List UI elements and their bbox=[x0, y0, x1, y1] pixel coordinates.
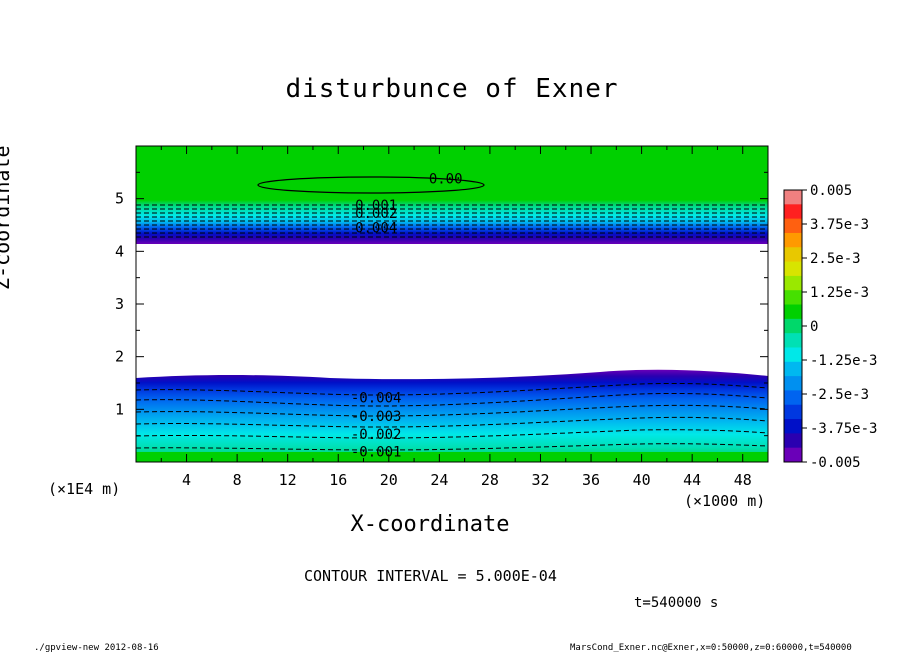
contour-line bbox=[136, 382, 768, 396]
x-tick-label: 40 bbox=[633, 471, 651, 489]
footer-right-text: MarsCond_Exner.nc@Exner,x=0:50000,z=0:60… bbox=[570, 643, 852, 653]
colorbar-swatch bbox=[784, 275, 802, 291]
footer-left-text: ./gpview-new 2012-08-16 bbox=[34, 643, 159, 653]
x-unit-label: (×1000 m) bbox=[684, 492, 765, 510]
colorbar-swatch bbox=[784, 261, 802, 277]
colorbar-tick-label: -2.5e-3 bbox=[810, 387, 869, 403]
y-tick-label: 4 bbox=[115, 242, 124, 260]
y-tick-label: 1 bbox=[115, 400, 124, 418]
colorbar-swatch bbox=[784, 361, 802, 377]
contour-lines bbox=[136, 204, 768, 451]
contour-label: 0.004 bbox=[355, 221, 397, 237]
x-tick-label: 16 bbox=[329, 471, 347, 489]
colorbar-swatch bbox=[784, 204, 802, 220]
colorbar-tick-label: -0.005 bbox=[810, 455, 861, 471]
y-unit-label: (×1E4 m) bbox=[48, 480, 120, 498]
time-label: t=540000 s bbox=[634, 595, 719, 611]
colorbar-swatch bbox=[784, 433, 802, 449]
colorbar-tick-label: 0.005 bbox=[810, 183, 852, 199]
upper-green-band bbox=[136, 146, 768, 202]
colorbar-swatch bbox=[784, 447, 802, 463]
chart-title: disturbunce of Exner bbox=[285, 74, 619, 104]
x-tick-label: 8 bbox=[233, 471, 242, 489]
y-axis-title-text: Z-coordinate bbox=[0, 145, 14, 291]
x-tick-label: 12 bbox=[279, 471, 297, 489]
colorbar: 0.005 3.75e-3 2.5e-3 1.25e-3 0 -1.25e-3 -2.5e-… bbox=[783, 183, 877, 471]
lower-gradient-band bbox=[136, 369, 768, 462]
contour-line bbox=[136, 429, 768, 439]
colorbar-swatch bbox=[784, 333, 802, 348]
colorbar-swatch bbox=[784, 232, 802, 248]
x-tick-label: 32 bbox=[531, 471, 549, 489]
y-axis-title: Z-coordinate bbox=[0, 90, 14, 291]
lower-green-band bbox=[136, 452, 768, 462]
zero-contour-ellipse bbox=[257, 176, 485, 194]
blank-region bbox=[136, 244, 768, 376]
contour-fill bbox=[136, 146, 768, 462]
colorbar-tick-label: 1.25e-3 bbox=[810, 285, 869, 301]
y-tick-label: 3 bbox=[115, 295, 124, 313]
y-tick-label: 2 bbox=[115, 348, 124, 366]
colorbar-tick-label: 3.75e-3 bbox=[810, 217, 869, 233]
colorbar-tick-label: 0 bbox=[810, 319, 818, 335]
x-tick-label: 48 bbox=[734, 471, 752, 489]
colorbar-tick-label: 2.5e-3 bbox=[810, 251, 861, 267]
x-axis-title: X-coordinate bbox=[350, 512, 510, 537]
contour-label: 0.001 bbox=[355, 198, 397, 214]
colorbar-swatch bbox=[784, 290, 802, 306]
x-tick-label: 36 bbox=[582, 471, 600, 489]
y-tick-label: 5 bbox=[115, 190, 124, 208]
x-tick-label: 28 bbox=[481, 471, 499, 489]
colorbar-tick-label: -3.75e-3 bbox=[810, 421, 877, 437]
colorbar-swatch bbox=[784, 404, 802, 420]
contour-line bbox=[136, 443, 768, 451]
contour-label: -0.001 bbox=[351, 444, 402, 460]
contour-label: 0.00 bbox=[429, 172, 463, 188]
colorbar-swatch bbox=[784, 190, 802, 205]
colorbar-swatch bbox=[784, 419, 802, 434]
colorbar-tick-label: -1.25e-3 bbox=[810, 353, 877, 369]
colorbar-swatch bbox=[784, 247, 802, 263]
contour-line bbox=[136, 416, 768, 428]
contour-label: -0.003 bbox=[351, 409, 402, 425]
contour-label: 0.002 bbox=[355, 206, 397, 222]
colorbar-swatch bbox=[784, 376, 802, 391]
x-tick-label: 20 bbox=[380, 471, 398, 489]
contour-label: -0.004 bbox=[351, 391, 402, 407]
x-tick-label: 24 bbox=[430, 471, 448, 489]
x-tick-label: 44 bbox=[683, 471, 701, 489]
colorbar-swatch bbox=[784, 390, 802, 406]
contour-line bbox=[136, 404, 768, 417]
contour-line bbox=[136, 392, 768, 407]
contour-label: -0.002 bbox=[351, 427, 402, 443]
contour-interval-label: CONTOUR INTERVAL = 5.000E-04 bbox=[304, 567, 557, 585]
x-tick-label: 4 bbox=[182, 471, 191, 489]
colorbar-swatch bbox=[784, 304, 802, 320]
colorbar-swatch bbox=[784, 347, 802, 363]
colorbar-swatch bbox=[784, 318, 802, 334]
colorbar-swatch bbox=[784, 218, 802, 234]
